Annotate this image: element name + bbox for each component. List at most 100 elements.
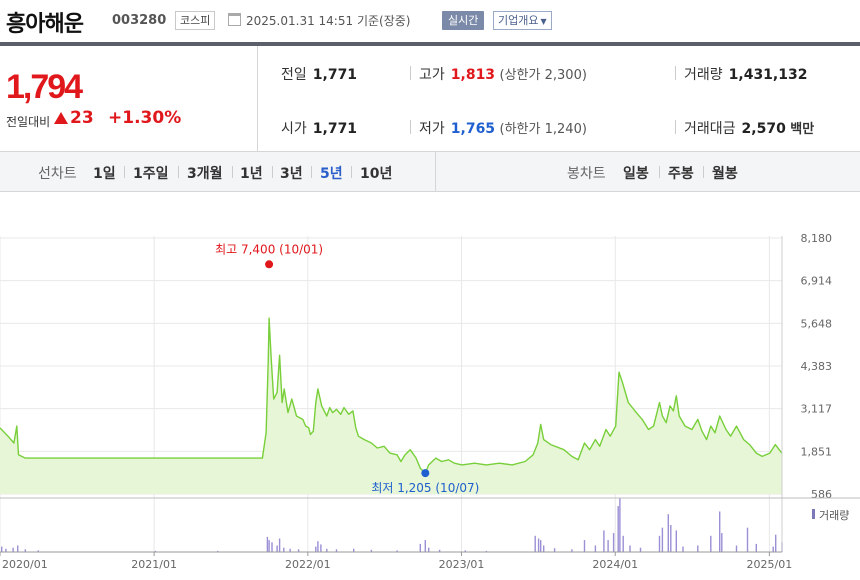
volume-bar: [661, 527, 664, 552]
price-area: [0, 317, 783, 494]
volume-bar: [438, 549, 441, 552]
tab-1w[interactable]: 1주일: [133, 166, 169, 182]
volume-bar: [424, 540, 426, 552]
volume-bar: [1, 546, 3, 552]
volume-legend: 거래량: [812, 509, 849, 522]
volume-bar: [217, 550, 219, 552]
volume-bar: [266, 536, 269, 552]
volume-bar: [12, 547, 14, 552]
volume-bar: [485, 550, 488, 552]
volume-bar: [5, 548, 7, 552]
high-label: 고가: [419, 67, 445, 83]
divider: [410, 66, 411, 80]
volume-bar: [278, 538, 281, 552]
high: 고가 1,813 (상한가 2,300): [419, 64, 587, 84]
divider: [124, 166, 125, 178]
volume-bar: [658, 535, 661, 552]
x-tick-label: 2023/01: [439, 558, 485, 571]
volume-bar: [335, 549, 338, 552]
quote-datetime: 2025.01.31 14:51 기준(장중): [246, 12, 410, 29]
volume-bar: [289, 548, 291, 552]
volume-bar: [464, 550, 466, 552]
tab-3m[interactable]: 3개월: [187, 166, 223, 182]
lower-limit-label: 하한가: [504, 122, 541, 137]
chart-markers: 최고 7,400 (10/01) 최저 1,205 (10/07): [215, 242, 479, 495]
upper-limit-label: 상한가: [504, 68, 541, 83]
corp-overview-dropdown[interactable]: 기업개요 ▼: [493, 11, 552, 30]
tab-monthly-candle[interactable]: 월봉: [712, 166, 738, 182]
chart-tabs: 선차트 1일 1주일 3개월 1년 3년 5년 10년 봉차트 일봉 주봉 월봉: [0, 152, 860, 192]
volume-bar: [37, 550, 39, 552]
tabs-divider: [435, 152, 436, 191]
volume-bar: [283, 547, 285, 552]
candle-chart-label: 봉차트: [567, 166, 606, 182]
volume-bar: [735, 545, 738, 552]
y-tick-label: 6,914: [801, 275, 833, 288]
low-value: 1,765: [450, 121, 496, 137]
volume-bar: [755, 543, 757, 552]
current-price: 1,794: [6, 68, 83, 106]
volume-bar: [622, 535, 624, 552]
volume-bar: [697, 545, 699, 552]
volume-bar: [370, 549, 373, 552]
volume-bar: [268, 540, 270, 552]
lower-limit-value: 1,240: [544, 122, 582, 137]
min-marker-label: 최저 1,205 (10/07): [371, 481, 479, 495]
volume-bar: [675, 530, 677, 552]
open: 시가 1,771: [281, 118, 357, 138]
tab-1d[interactable]: 1일: [93, 166, 116, 182]
volume-bar: [583, 540, 586, 552]
tab-10y[interactable]: 10년: [360, 166, 393, 182]
realtime-button[interactable]: 실시간: [442, 11, 485, 30]
divider: [703, 166, 704, 178]
tab-5y[interactable]: 5년: [320, 166, 343, 182]
volume-bar: [17, 545, 19, 552]
quote-panel: 1,794 전일대비 23 +1.30% 전일 1,771 고가 1,813 (상한…: [0, 46, 860, 152]
change-label: 전일대비: [6, 115, 51, 129]
tab-1y[interactable]: 1년: [240, 166, 263, 182]
volume-bar: [315, 546, 317, 552]
lower-limit: (하한가 1,240): [499, 122, 587, 137]
x-tick-label: 2022/01: [285, 558, 331, 571]
divider: [410, 120, 411, 134]
line-chart-label: 선차트: [38, 166, 77, 182]
volume-label: 거래량: [684, 67, 723, 83]
stock-code: 003280: [112, 13, 167, 28]
tab-3y[interactable]: 3년: [280, 166, 303, 182]
volume-bar: [534, 535, 536, 552]
y-tick-label: 1,851: [801, 445, 833, 458]
max-marker-label: 최고 7,400 (10/01): [215, 242, 323, 256]
calendar-icon: [228, 13, 241, 26]
volume-bar: [682, 546, 684, 552]
divider: [311, 166, 312, 178]
volume-bar: [271, 542, 273, 552]
open-label: 시가: [281, 121, 307, 137]
volume-legend-label: 거래량: [819, 509, 849, 522]
y-tick-label: 8,180: [801, 232, 833, 245]
market-badge: 코스피: [175, 11, 216, 30]
volume-bar: [428, 547, 430, 552]
divider: [178, 166, 179, 178]
volume-bar: [276, 545, 278, 552]
max-marker-dot: [265, 260, 274, 269]
volume-bar: [553, 548, 556, 552]
volume-bar: [419, 543, 421, 552]
chart-grid: [0, 236, 782, 552]
divider: [659, 166, 660, 178]
trade-amount-unit: 백만: [790, 122, 815, 137]
x-tick-label: 2021/01: [131, 558, 177, 571]
volume-bar: [320, 544, 322, 552]
y-tick-label: 586: [811, 488, 832, 501]
volume-bar: [719, 511, 721, 552]
trade-amount-label: 거래대금: [684, 121, 736, 137]
x-tick-label: 2025/01: [747, 558, 793, 571]
tab-weekly-candle[interactable]: 주봉: [668, 166, 694, 182]
volume-bar: [326, 548, 328, 552]
volume-value: 1,431,132: [728, 67, 808, 83]
tab-daily-candle[interactable]: 일봉: [623, 166, 649, 182]
upper-limit: (상한가 2,300): [499, 68, 587, 83]
datetime-value: 2025.01.31 14:51: [246, 14, 354, 28]
chart-axes: 8,180 6,914 5,648 4,383 3,117 1,851 586 2020/01…: [0, 232, 860, 571]
volume-bar: [639, 547, 642, 552]
divider: [232, 166, 233, 178]
